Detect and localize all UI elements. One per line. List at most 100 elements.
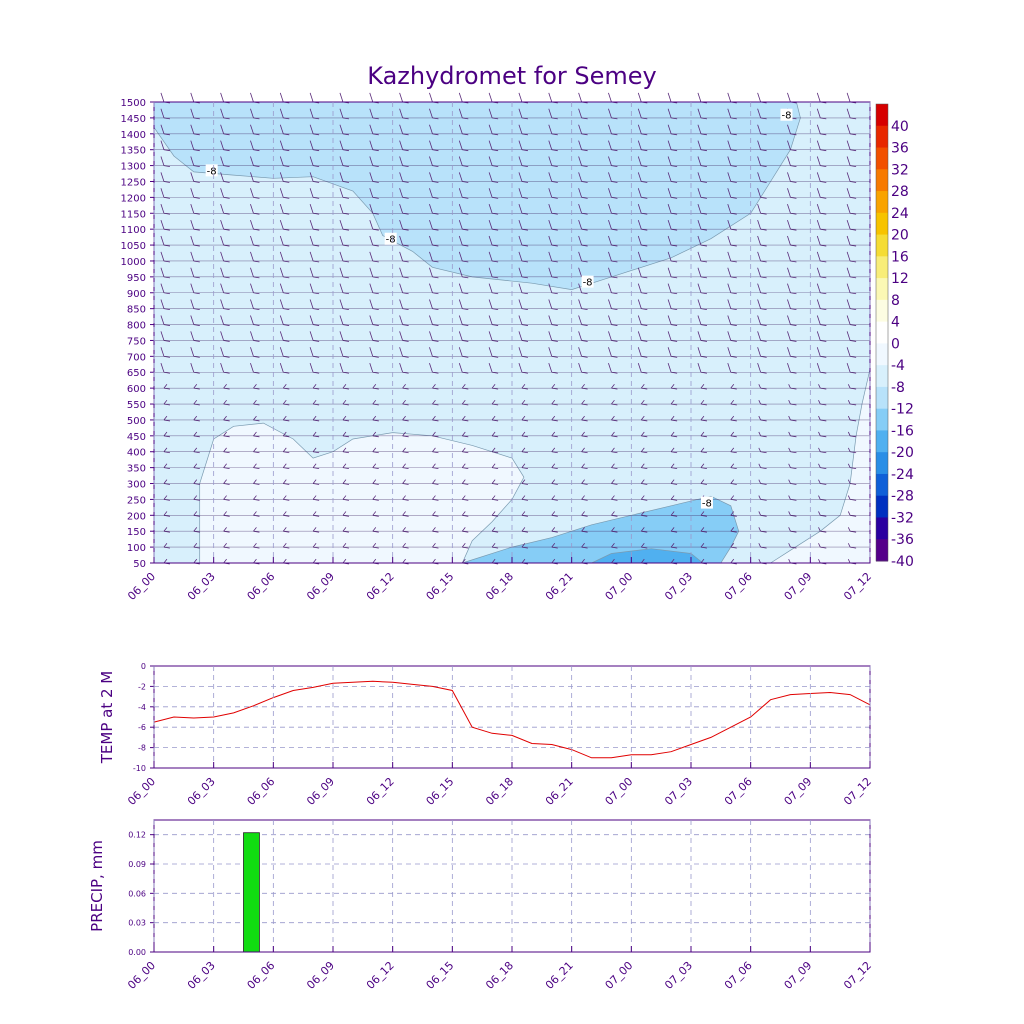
y-tick-label: 700 <box>127 352 146 363</box>
x-tick-label: 07_03 <box>662 959 695 992</box>
y-tick-label: 100 <box>127 543 146 554</box>
precip-panel: 0.12 0.09 0.06 0.03 0.00 PRECIP, mm 06_00 06_03… <box>88 819 874 992</box>
colorbar-swatch <box>876 256 888 279</box>
wind-barb <box>548 92 558 104</box>
colorbar-label: 36 <box>891 141 909 157</box>
x-tick-label: 06_15 <box>424 775 457 808</box>
colorbar-label: -12 <box>891 402 914 418</box>
x-tick-label: 07_03 <box>662 570 695 603</box>
colorbar-label: -40 <box>891 554 914 570</box>
temperature-crosssection-panel: -8 -8 -8 -8 -8 50 100 150 200 250 300 350 400 450 500 5… <box>121 92 874 603</box>
colorbar-label: 16 <box>891 249 909 265</box>
wind-barb <box>757 92 767 104</box>
x-tick-label: 07_06 <box>722 959 755 992</box>
x-tick-label: 07_06 <box>722 775 755 808</box>
contour-label: -8 <box>207 166 217 177</box>
colorbar-swatch <box>876 278 888 301</box>
x-tick-label: 07_12 <box>841 959 874 992</box>
x-tick-label: 06_03 <box>185 570 218 603</box>
y-tick-label: 1350 <box>121 146 146 157</box>
y-tick-label: 150 <box>127 527 146 538</box>
y-tick-label: 1300 <box>121 162 146 173</box>
colorbar: 4036322824201612840-4-8-12-16-20-24-28-3… <box>875 103 914 570</box>
colorbar-swatch <box>876 147 888 170</box>
wind-barb <box>369 92 379 104</box>
wind-barb <box>697 92 708 104</box>
x-tick-label: 07_12 <box>841 775 874 808</box>
colorbar-swatch <box>876 517 888 540</box>
colorbar-swatch <box>876 408 888 431</box>
temp-2m-panel: 0 -2 -4 -6 -8 -10 TEMP at 2 M 06_00 06_03 06_06 06… <box>98 662 874 808</box>
x-tick-label: 07_12 <box>841 570 874 603</box>
y-tick-label: 650 <box>127 368 146 379</box>
x-tick-label: 06_03 <box>185 775 218 808</box>
colorbar-label: -28 <box>891 489 914 505</box>
temp-ylabel: TEMP at 2 M <box>98 671 116 765</box>
x-tick-label: 07_00 <box>603 775 636 808</box>
colorbar-swatch <box>876 212 888 236</box>
y-tick-label: 1150 <box>121 209 146 220</box>
y-tick-label: 550 <box>127 400 146 411</box>
y-tick-label: 1050 <box>121 241 146 252</box>
x-tick-label: 07_09 <box>782 775 815 808</box>
wind-barb <box>309 92 320 104</box>
contour-label-bg <box>780 108 793 121</box>
wind-barb <box>458 92 469 104</box>
colorbar-swatch <box>876 539 888 562</box>
contour-label: -8 <box>583 278 593 289</box>
x-tick-label: 06_12 <box>364 570 397 603</box>
y-tick-label: 0.09 <box>128 860 146 869</box>
x-tick-label: 06_09 <box>304 570 337 603</box>
x-tick-label: 06_15 <box>424 570 457 603</box>
x-tick-label: 06_12 <box>364 775 397 808</box>
wind-barb <box>637 92 648 104</box>
colorbar-swatch <box>876 125 888 149</box>
y-tick-label: -6 <box>138 723 146 732</box>
colorbar-swatch <box>876 191 888 214</box>
colorbar-swatch <box>876 386 888 410</box>
contour-label-bg <box>581 275 594 288</box>
wind-barb <box>339 92 350 104</box>
x-tick-label: 06_03 <box>185 959 218 992</box>
x-tick-label: 06_21 <box>543 570 576 603</box>
colorbar-label: -20 <box>891 445 914 461</box>
colorbar-swatch <box>876 365 888 388</box>
wind-barb <box>429 92 439 104</box>
x-tick-label: 06_21 <box>543 959 576 992</box>
contour-label-bg <box>700 496 713 509</box>
y-tick-label: 750 <box>127 336 146 347</box>
colorbar-label: -4 <box>891 358 905 374</box>
contour-label: -8 <box>702 499 712 510</box>
y-tick-label: 900 <box>127 289 146 300</box>
chart-title: Kazhydromet for Semey <box>367 62 657 90</box>
y-tick-label: 850 <box>127 305 146 316</box>
precip-bar <box>243 832 260 953</box>
colorbar-swatch <box>876 169 888 192</box>
wind-barb <box>578 92 588 104</box>
y-tick-label: 350 <box>127 464 146 475</box>
x-tick-label: 07_09 <box>782 959 815 992</box>
cold-region-upper <box>153 101 801 290</box>
y-tick-label: 1000 <box>121 257 146 268</box>
x-tick-label: 06_12 <box>364 959 397 992</box>
precip-ylabel: PRECIP, mm <box>88 840 106 932</box>
y-tick-label: 800 <box>127 321 146 332</box>
colorbar-label: -16 <box>891 423 914 439</box>
x-tick-label: 06_00 <box>125 959 158 992</box>
y-tick-label: 300 <box>127 480 146 491</box>
x-tick-label: 06_00 <box>125 570 158 603</box>
contour-label: -8 <box>386 235 396 246</box>
y-tick-label: -10 <box>133 764 146 773</box>
wind-barb <box>220 92 230 104</box>
wind-barb <box>399 92 409 104</box>
y-tick-label: -4 <box>138 703 146 712</box>
y-tick-label: 0.03 <box>128 919 146 928</box>
x-tick-label: 07_00 <box>603 570 636 603</box>
wind-barb <box>846 92 857 104</box>
x-tick-label: 06_06 <box>245 775 278 808</box>
colorbar-label: 4 <box>891 315 900 331</box>
y-tick-label: 1250 <box>121 177 146 188</box>
x-tick-label: 06_18 <box>483 959 516 992</box>
y-tick-label: 1100 <box>121 225 146 236</box>
